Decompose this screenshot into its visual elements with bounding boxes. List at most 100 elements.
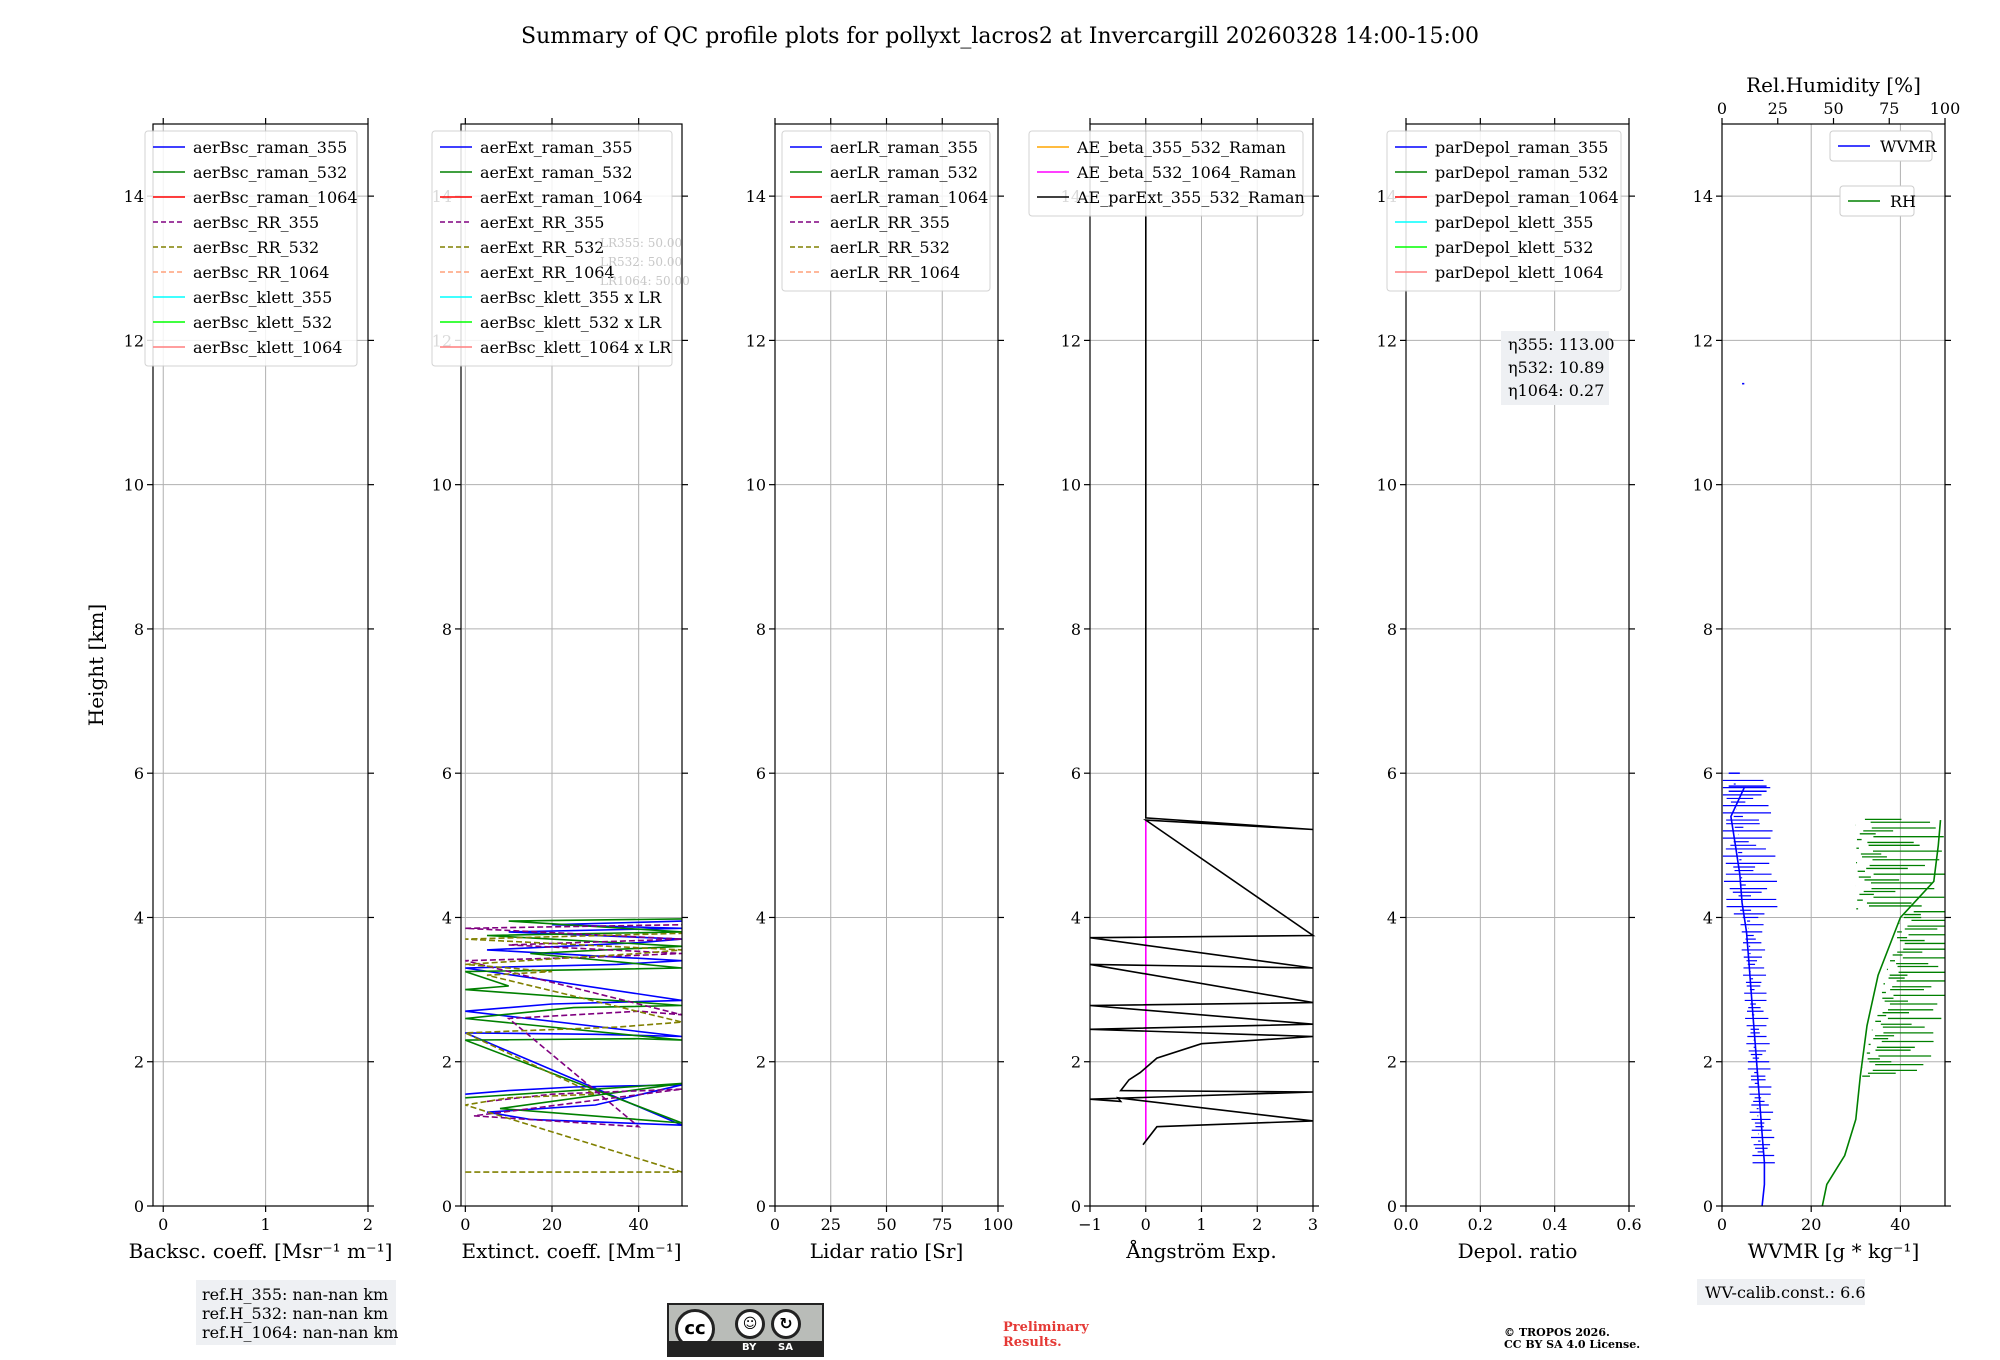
y-tick-label: 2 [756, 1053, 766, 1072]
legend-frame [1386, 130, 1622, 292]
y-tick-label: 12 [124, 331, 144, 350]
legend-label: aerBsc_RR_532 [193, 238, 319, 257]
cc-by-sa-badge: cc ☺ ↻ BY SA [667, 1303, 824, 1357]
y-tick-label: 12 [1693, 331, 1713, 350]
y-tick-label: 8 [1703, 620, 1713, 639]
badge-sa: SA [778, 1342, 793, 1353]
y-tick-label: 6 [1071, 764, 1081, 783]
legend-label: aerExt_raman_532 [480, 163, 633, 182]
axes-frame [152, 123, 369, 1207]
x-tick-label: 40 [1890, 1215, 1910, 1234]
y-tick-label: 6 [1703, 764, 1713, 783]
y-tick-label: 12 [1377, 331, 1397, 350]
eta-label: η532: 10.89 [1508, 358, 1604, 377]
y-tick-label: 6 [442, 764, 452, 783]
y-tick-label: 4 [1387, 908, 1397, 927]
y-tick-label: 0 [1071, 1197, 1081, 1216]
refh-532: ref.H_532: nan-nan km [202, 1304, 388, 1323]
legend-label: aerExt_RR_1064 [480, 263, 615, 282]
legend-label: aerLR_RR_1064 [830, 263, 960, 282]
x-tick-label: 0 [158, 1215, 168, 1234]
legend-label: aerLR_RR_355 [830, 213, 950, 232]
legend-label: aerExt_raman_1064 [480, 188, 643, 207]
y-tick-label: 0 [442, 1197, 452, 1216]
license-line: CC BY SA 4.0 License. [1504, 1338, 1640, 1351]
reference-height-box: ref.H_355: nan-nan km ref.H_532: nan-nan… [196, 1280, 398, 1345]
x2-tick-label: 100 [1930, 99, 1961, 118]
panel-ext: 0246810121402040Extinct. coeff. [Mm⁻¹]ae… [431, 118, 690, 1263]
figure-title: Summary of QC profile plots for pollyxt_… [521, 24, 1479, 49]
x-tick-label: 40 [628, 1215, 648, 1234]
legend-ext: aerExt_raman_355 aerExt_raman_532 aerExt_r… [431, 130, 673, 367]
legend-label: parDepol_raman_1064 [1435, 188, 1619, 207]
x-tick-label: 50 [876, 1215, 896, 1234]
y-tick-label: 12 [746, 331, 766, 350]
legend-bsc: aerBsc_raman_355 aerBsc_raman_532 aerBsc_r… [144, 130, 358, 367]
x2-tick-label: 0 [1717, 99, 1727, 118]
y-tick-label: 2 [134, 1053, 144, 1072]
legend-label: parDepol_raman_532 [1435, 163, 1608, 182]
x-tick-label: 2 [363, 1215, 373, 1234]
legend-label: aerBsc_klett_1064 x LR [480, 338, 672, 357]
y-tick-label: 2 [1071, 1053, 1081, 1072]
x-tick-label: 25 [821, 1215, 841, 1234]
x-axis-label: Lidar ratio [Sr] [810, 1239, 964, 1263]
refh-355: ref.H_355: nan-nan km [202, 1285, 388, 1304]
legend-label: aerBsc_klett_1064 [193, 338, 342, 357]
y-tick-label: 0 [1387, 1197, 1397, 1216]
lr-note: LR1064: 50.00 [600, 274, 690, 288]
legend-label: aerBsc_klett_355 x LR [480, 288, 662, 307]
legend-label: parDepol_klett_1064 [1435, 263, 1604, 282]
y-tick-label: 14 [1693, 187, 1713, 206]
x-tick-label: 3 [1308, 1215, 1318, 1234]
x-axis-label: WVMR [g * kg⁻¹] [1748, 1239, 1920, 1263]
legend-label: WVMR [1880, 137, 1937, 156]
y-tick-label: 10 [746, 476, 766, 495]
x2-tick-label: 25 [1768, 99, 1788, 118]
y-tick-label: 12 [1061, 331, 1081, 350]
x-tick-label: 2 [1252, 1215, 1262, 1234]
x-tick-label: 0 [1717, 1215, 1727, 1234]
axes-frame [460, 123, 683, 1207]
x-axis-label: Ångström Exp. [1125, 1238, 1276, 1263]
y-tick-label: 10 [124, 476, 144, 495]
y-tick-label: 8 [442, 620, 452, 639]
x-tick-label: 100 [983, 1215, 1014, 1234]
legend-label: aerLR_RR_532 [830, 238, 950, 257]
x-tick-label: 0.6 [1616, 1215, 1641, 1234]
legend-label: AE_parExt_355_532_Raman [1076, 188, 1305, 207]
legend-label: aerBsc_RR_355 [193, 213, 319, 232]
x2-tick-label: 50 [1823, 99, 1843, 118]
eta-label: η1064: 0.27 [1508, 381, 1604, 400]
axes-frame [1721, 123, 1946, 1207]
legend-label: aerBsc_klett_355 [193, 288, 332, 307]
legend-frame [1028, 130, 1304, 217]
legend-label: parDepol_klett_532 [1435, 238, 1593, 257]
legend-label: parDepol_klett_355 [1435, 213, 1593, 232]
y-tick-label: 4 [134, 908, 144, 927]
x-tick-label: 0 [770, 1215, 780, 1234]
x-tick-label: 0.0 [1393, 1215, 1418, 1234]
y-tick-label: 6 [1387, 764, 1397, 783]
axes-frame [1405, 123, 1630, 1207]
x-tick-label: 0 [460, 1215, 470, 1234]
legend-lr: aerLR_raman_355 aerLR_raman_532 aerLR_rama… [781, 130, 991, 292]
y-tick-label: 0 [1703, 1197, 1713, 1216]
legend-label: aerLR_raman_1064 [830, 188, 988, 207]
y-tick-label: 14 [124, 187, 144, 206]
y-tick-label: 8 [134, 620, 144, 639]
results-label: Results. [1003, 1335, 1062, 1350]
series-WVMR [1730, 787, 1766, 1207]
legend-label: aerExt_RR_355 [480, 213, 604, 232]
preliminary-label: Preliminary [1003, 1320, 1089, 1335]
legend-frame [431, 130, 673, 367]
y-tick-label: 14 [746, 187, 766, 206]
copyright-line: © TROPOS 2026. [1504, 1326, 1610, 1339]
legend-label: RH [1890, 192, 1916, 211]
y-tick-label: 2 [442, 1053, 452, 1072]
